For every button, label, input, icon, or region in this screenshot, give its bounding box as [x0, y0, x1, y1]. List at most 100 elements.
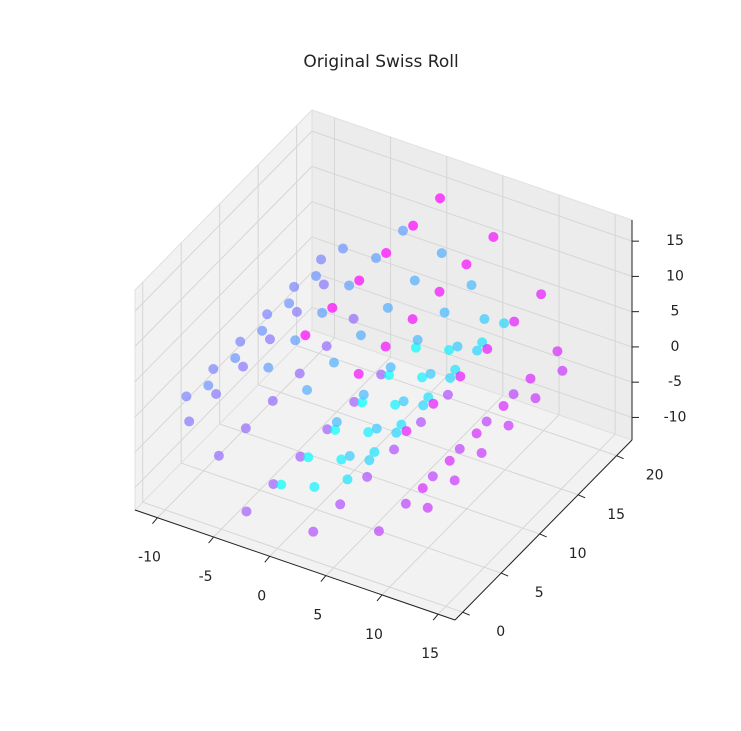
point: [289, 281, 300, 292]
y-tick-label: 15: [607, 507, 625, 523]
point: [353, 368, 364, 379]
point: [397, 225, 408, 236]
point: [268, 479, 279, 490]
point: [294, 368, 305, 379]
x-tick: [320, 575, 327, 582]
point: [267, 395, 278, 406]
point: [425, 368, 436, 379]
z-grid-line: [311, 165, 633, 277]
point: [364, 455, 375, 466]
z-grid-line: [134, 166, 313, 347]
point: [208, 364, 219, 375]
x-tick-label: -10: [138, 550, 161, 566]
point: [499, 318, 510, 329]
point: [344, 280, 355, 291]
z-tick-label: 15: [666, 233, 684, 249]
point: [481, 416, 492, 427]
point: [427, 471, 438, 482]
point: [444, 455, 455, 466]
point: [536, 289, 547, 300]
point: [184, 416, 195, 427]
y-tick-label: 20: [646, 468, 664, 484]
point: [380, 341, 391, 352]
point: [213, 450, 224, 461]
point: [235, 336, 246, 347]
point: [371, 423, 382, 434]
point: [363, 427, 374, 438]
points: [181, 193, 568, 537]
point: [311, 270, 322, 281]
point: [321, 341, 332, 352]
z-tick-label: 0: [671, 339, 680, 355]
point: [384, 370, 395, 381]
point: [276, 479, 287, 490]
point: [471, 428, 482, 439]
y-axis: [454, 439, 633, 621]
z-grid-line: [134, 130, 313, 312]
point: [461, 259, 472, 270]
y-tick: [500, 572, 509, 577]
point: [449, 475, 460, 486]
point: [482, 343, 493, 354]
point: [398, 396, 409, 407]
point: [410, 342, 421, 353]
point: [335, 499, 346, 510]
z-grid-line: [311, 236, 633, 348]
point: [476, 447, 487, 458]
z-tick-label: -10: [664, 409, 687, 425]
point: [262, 309, 273, 320]
point: [331, 417, 342, 428]
point: [349, 396, 360, 407]
point: [317, 307, 328, 318]
point: [290, 335, 301, 346]
point: [295, 451, 306, 462]
point: [342, 474, 353, 485]
point: [472, 345, 483, 356]
point: [422, 502, 433, 513]
z-grid-line: [311, 271, 633, 383]
point: [309, 481, 320, 492]
point: [444, 344, 455, 355]
x-tick-label: -5: [199, 569, 213, 585]
point: [291, 306, 302, 317]
point: [302, 385, 313, 396]
z-tick-label: 10: [666, 268, 684, 284]
point: [479, 314, 490, 325]
x-grid-line: [269, 375, 448, 557]
point: [408, 220, 419, 231]
point: [466, 280, 477, 291]
point: [418, 400, 429, 411]
point: [503, 420, 514, 431]
point: [355, 330, 366, 341]
point: [369, 446, 380, 457]
y-grid-line: [219, 423, 540, 535]
point: [303, 452, 314, 463]
point: [230, 353, 241, 364]
point: [358, 389, 369, 400]
point: [257, 325, 268, 336]
point: [381, 248, 392, 259]
point: [354, 275, 365, 286]
point: [416, 417, 427, 428]
point: [344, 451, 355, 462]
y-grid-line: [142, 501, 463, 613]
point: [530, 393, 541, 404]
point: [488, 231, 499, 242]
point: [445, 372, 456, 383]
point: [373, 526, 384, 537]
y-tick-label: 5: [535, 585, 544, 601]
point: [435, 193, 446, 204]
y-tick-label: 0: [496, 624, 505, 640]
z-tick-label: 5: [671, 304, 680, 320]
x-grid-line: [213, 356, 391, 538]
point: [376, 369, 387, 380]
point: [336, 454, 347, 465]
x-tick-label: 5: [313, 608, 322, 624]
x-tick: [152, 517, 158, 525]
point: [348, 313, 359, 324]
point: [436, 248, 447, 259]
point: [407, 314, 418, 325]
x-tick-label: 15: [421, 646, 439, 662]
y-tick: [616, 455, 624, 460]
point: [509, 316, 520, 327]
